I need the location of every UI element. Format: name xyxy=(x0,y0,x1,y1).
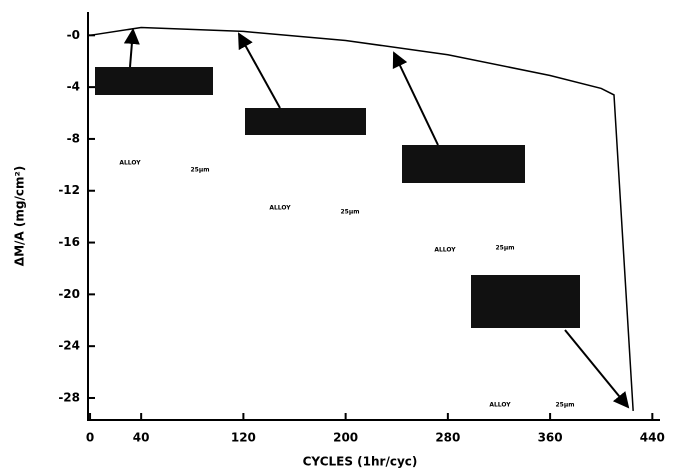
inset-label: ALLOY xyxy=(119,160,141,167)
x-tick-label: 120 xyxy=(231,431,256,445)
inset-label: ALLOY xyxy=(434,247,456,254)
x-tick-label: 360 xyxy=(538,431,563,445)
micrograph xyxy=(471,275,580,328)
y-tick-label: -16 xyxy=(58,235,80,249)
x-tick-label: 200 xyxy=(333,431,358,445)
x-axis-label: CYCLES (1hr/cyc) xyxy=(303,455,418,469)
x-tick-label: 280 xyxy=(435,431,460,445)
insets xyxy=(95,67,580,328)
micrograph xyxy=(402,145,525,183)
arrow xyxy=(123,28,140,68)
y-tick-label: -12 xyxy=(58,183,80,197)
y-tick-label: -4 xyxy=(67,80,80,94)
micrograph xyxy=(95,67,213,95)
inset-label: 25μm xyxy=(190,167,209,174)
y-tick-label: -20 xyxy=(58,287,80,301)
arrows xyxy=(123,28,630,409)
x-tick-label: 40 xyxy=(133,431,150,445)
inset-label: ALLOY xyxy=(269,205,291,212)
inset-label: 25μm xyxy=(340,209,359,216)
arrow xyxy=(564,329,630,409)
y-tick-label: -28 xyxy=(58,390,80,404)
line xyxy=(89,26,634,411)
arrow xyxy=(238,32,281,109)
arrow xyxy=(392,51,439,146)
inset-label: 25μm xyxy=(555,402,574,409)
inset-label: ALLOY xyxy=(489,402,511,409)
inset-label: 25μm xyxy=(495,245,514,252)
x-tick-label: 440 xyxy=(640,431,665,445)
y-tick-label: -8 xyxy=(67,131,80,145)
micrograph xyxy=(245,108,366,135)
axes xyxy=(87,12,660,421)
x-tick-label: 0 xyxy=(86,431,94,445)
y-tick-label: -24 xyxy=(58,339,80,353)
y-tick-label: -0 xyxy=(67,28,80,42)
y-axis-label: ΔM/A (mg/cm²) xyxy=(13,166,27,266)
